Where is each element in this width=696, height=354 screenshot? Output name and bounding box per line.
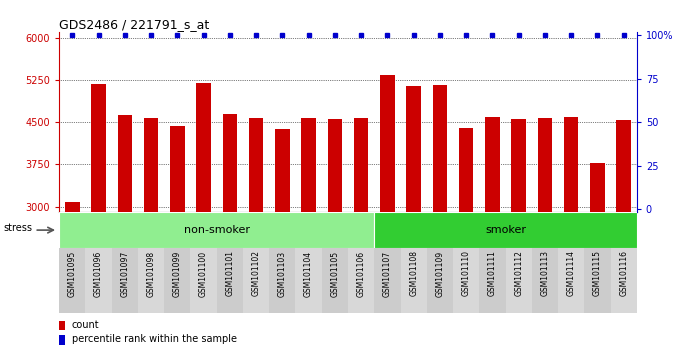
Text: GSM101102: GSM101102 bbox=[251, 250, 260, 296]
Bar bbox=[585, 248, 610, 313]
Bar bbox=[380, 75, 395, 354]
Bar bbox=[301, 118, 316, 354]
Bar bbox=[322, 248, 348, 313]
Text: GSM101096: GSM101096 bbox=[94, 250, 103, 297]
Bar bbox=[275, 129, 290, 354]
Bar bbox=[453, 248, 480, 313]
Text: GSM101098: GSM101098 bbox=[147, 250, 156, 297]
Bar bbox=[354, 118, 368, 354]
Bar bbox=[564, 117, 578, 354]
Bar bbox=[558, 248, 585, 313]
Bar bbox=[617, 120, 631, 354]
Text: stress: stress bbox=[3, 223, 33, 233]
Bar bbox=[459, 129, 473, 354]
Bar bbox=[505, 248, 532, 313]
Bar bbox=[480, 248, 505, 313]
Text: GSM101105: GSM101105 bbox=[331, 250, 340, 297]
Bar bbox=[406, 86, 421, 354]
Bar bbox=[374, 248, 400, 313]
Text: GSM101104: GSM101104 bbox=[304, 250, 313, 297]
Bar bbox=[196, 82, 211, 354]
Text: GDS2486 / 221791_s_at: GDS2486 / 221791_s_at bbox=[59, 18, 209, 31]
Bar bbox=[433, 85, 447, 354]
Bar bbox=[118, 115, 132, 354]
Bar bbox=[65, 202, 79, 354]
Text: GSM101107: GSM101107 bbox=[383, 250, 392, 297]
Text: GSM101109: GSM101109 bbox=[436, 250, 445, 297]
Bar bbox=[538, 118, 552, 354]
Text: GSM101108: GSM101108 bbox=[409, 250, 418, 296]
Bar bbox=[223, 114, 237, 354]
Text: GSM101111: GSM101111 bbox=[488, 250, 497, 296]
Text: GSM101103: GSM101103 bbox=[278, 250, 287, 297]
Bar bbox=[243, 248, 269, 313]
Bar bbox=[59, 212, 374, 248]
Bar bbox=[91, 84, 106, 354]
Text: GSM101101: GSM101101 bbox=[226, 250, 235, 296]
Bar bbox=[59, 248, 86, 313]
Text: GSM101110: GSM101110 bbox=[461, 250, 470, 296]
Text: GSM101106: GSM101106 bbox=[356, 250, 365, 297]
Bar bbox=[348, 248, 374, 313]
Text: non-smoker: non-smoker bbox=[184, 225, 250, 235]
Text: GSM101115: GSM101115 bbox=[593, 250, 602, 296]
Bar bbox=[400, 248, 427, 313]
Text: GSM101114: GSM101114 bbox=[567, 250, 576, 296]
Text: smoker: smoker bbox=[485, 225, 526, 235]
Text: GSM101099: GSM101099 bbox=[173, 250, 182, 297]
Bar bbox=[485, 117, 500, 354]
Text: GSM101112: GSM101112 bbox=[514, 250, 523, 296]
Bar bbox=[59, 321, 65, 331]
Bar bbox=[59, 335, 65, 345]
Bar bbox=[144, 118, 158, 354]
Text: count: count bbox=[72, 320, 100, 330]
Bar bbox=[296, 248, 322, 313]
Bar bbox=[532, 248, 558, 313]
Bar bbox=[170, 126, 184, 354]
Bar bbox=[86, 248, 111, 313]
Text: GSM101100: GSM101100 bbox=[199, 250, 208, 297]
Text: GSM101113: GSM101113 bbox=[540, 250, 549, 296]
Bar bbox=[249, 118, 263, 354]
Bar bbox=[590, 163, 605, 354]
Bar bbox=[138, 248, 164, 313]
Bar bbox=[328, 119, 342, 354]
Text: GSM101116: GSM101116 bbox=[619, 250, 628, 296]
Text: GSM101097: GSM101097 bbox=[120, 250, 129, 297]
Bar bbox=[610, 248, 637, 313]
Text: GSM101095: GSM101095 bbox=[68, 250, 77, 297]
Bar bbox=[191, 248, 216, 313]
Bar bbox=[512, 119, 526, 354]
Bar bbox=[269, 248, 296, 313]
Bar bbox=[216, 248, 243, 313]
Bar bbox=[374, 212, 637, 248]
Bar bbox=[111, 248, 138, 313]
Text: percentile rank within the sample: percentile rank within the sample bbox=[72, 334, 237, 344]
Bar bbox=[164, 248, 191, 313]
Bar bbox=[427, 248, 453, 313]
